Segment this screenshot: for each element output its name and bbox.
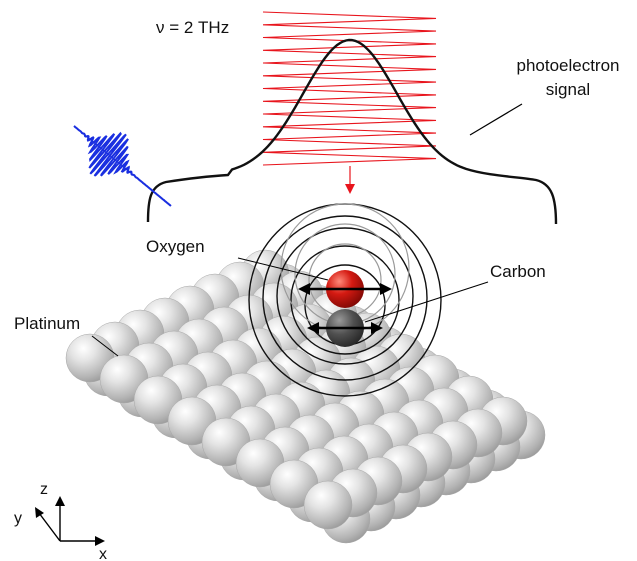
- platinum-surface: [65, 249, 546, 544]
- photoelectron-signal-curve: [146, 38, 558, 225]
- x-axis-label: x: [99, 546, 107, 561]
- carbon-vibration-arrow: [307, 322, 383, 334]
- platinum-atom: [303, 480, 353, 530]
- platinum-label: Platinum: [14, 314, 80, 333]
- oxygen-label: Oxygen: [146, 237, 205, 256]
- carbon-leader: [364, 281, 489, 323]
- signal-label: signal: [546, 80, 590, 99]
- oxygen-leader: [237, 257, 329, 281]
- platinum-leader: [91, 335, 119, 357]
- z-axis-label: z: [40, 481, 48, 498]
- frequency-label: ν = 2 THz: [156, 18, 229, 37]
- signal-leader: [469, 103, 523, 136]
- wavefront-ring: [262, 215, 428, 381]
- wavefront-ring: [290, 245, 400, 355]
- oxygen-vibration-arrow: [298, 283, 392, 295]
- thz-arrow-head: [345, 184, 355, 194]
- coordinate-axes: [35, 496, 105, 546]
- wavefront-ring: [276, 227, 414, 365]
- carbon-label: Carbon: [490, 262, 546, 281]
- thz-wave: [262, 11, 437, 166]
- probe-pulse-axis: [73, 125, 172, 207]
- y-axis-label: y: [14, 510, 22, 527]
- photoelectron-label: photoelectron: [516, 56, 619, 75]
